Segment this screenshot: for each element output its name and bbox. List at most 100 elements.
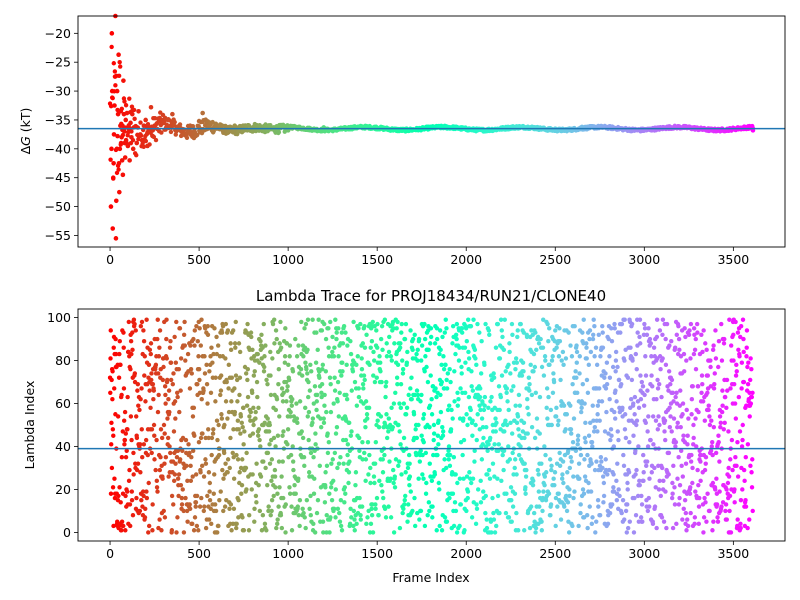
lambda-point — [256, 433, 261, 438]
lambda-point — [154, 478, 160, 484]
lambda-point — [607, 375, 613, 380]
lambda-point — [388, 476, 393, 481]
lambda-point — [325, 431, 330, 436]
lambda-point — [499, 373, 505, 378]
lambda-point — [666, 369, 672, 374]
lambda-point — [459, 364, 464, 370]
lambda-point — [584, 356, 589, 361]
lambda-point — [283, 326, 288, 331]
lambda-point — [644, 332, 650, 337]
lambda-point — [588, 420, 593, 426]
lambda-point — [644, 463, 649, 469]
lambda-point — [304, 366, 309, 372]
lambda-x-tick-label: 500 — [187, 546, 211, 561]
lambda-point — [271, 435, 277, 441]
lambda-point — [687, 491, 693, 496]
lambda-point — [503, 418, 508, 423]
lambda-point — [285, 384, 290, 389]
lambda-point — [663, 489, 668, 494]
lambda-point — [213, 508, 219, 514]
lambda-point — [575, 433, 581, 438]
lambda-point — [555, 504, 560, 509]
lambda-point — [291, 467, 296, 473]
lambda-point — [642, 392, 647, 398]
delta-g-point — [150, 133, 156, 139]
lambda-point — [458, 502, 463, 507]
lambda-point — [530, 482, 536, 488]
lambda-point — [225, 457, 231, 462]
lambda-point — [617, 493, 622, 499]
lambda-point — [288, 452, 294, 458]
lambda-point — [715, 519, 721, 524]
lambda-point — [122, 437, 128, 443]
lambda-point — [531, 510, 537, 516]
lambda-point — [613, 416, 618, 421]
lambda-point — [537, 394, 543, 400]
lambda-point — [292, 482, 297, 488]
delta-g-point — [138, 132, 143, 137]
lambda-point — [403, 470, 408, 475]
lambda-point — [418, 399, 423, 404]
lambda-point — [253, 409, 258, 415]
lambda-point — [210, 431, 216, 436]
lambda-point — [595, 497, 601, 503]
lambda-point — [369, 506, 374, 511]
lambda-point — [201, 508, 207, 514]
lambda-point — [187, 450, 192, 456]
lambda-point — [215, 343, 221, 348]
lambda-point — [377, 478, 382, 484]
lambda-point — [145, 452, 150, 458]
lambda-point — [582, 474, 588, 479]
lambda-point — [663, 336, 668, 342]
lambda-point — [261, 321, 266, 327]
lambda-point — [508, 485, 514, 490]
lambda-point — [660, 356, 665, 361]
lambda-point — [551, 371, 556, 376]
lambda-point — [575, 390, 580, 395]
delta-g-y-tick-label: −25 — [45, 55, 71, 70]
lambda-point — [283, 530, 288, 535]
lambda-point — [112, 476, 117, 481]
lambda-point — [748, 463, 753, 469]
lambda-point — [410, 347, 415, 353]
lambda-point — [727, 493, 733, 499]
delta-g-point — [200, 110, 205, 116]
lambda-point — [663, 362, 669, 368]
lambda-point — [559, 358, 564, 363]
lambda-point — [492, 442, 497, 447]
lambda-point — [295, 504, 301, 509]
lambda-point — [534, 416, 540, 421]
lambda-point — [347, 459, 352, 464]
lambda-point — [368, 521, 374, 527]
lambda-point — [205, 401, 210, 406]
lambda-point — [338, 497, 344, 503]
lambda-point — [174, 390, 180, 395]
lambda-point — [208, 506, 213, 511]
lambda-point — [613, 388, 618, 393]
lambda-point — [220, 467, 225, 473]
lambda-point — [397, 345, 403, 350]
lambda-point — [436, 442, 441, 447]
lambda-point — [274, 525, 279, 531]
lambda-point — [491, 517, 497, 522]
lambda-point — [168, 360, 174, 365]
lambda-point — [700, 381, 705, 387]
lambda-point — [378, 360, 383, 365]
lambda-point — [373, 439, 379, 445]
lambda-point — [622, 317, 627, 322]
lambda-point — [698, 452, 704, 458]
lambda-point — [190, 414, 196, 419]
lambda-point — [502, 429, 507, 434]
lambda-point — [527, 388, 532, 393]
lambda-point — [336, 354, 341, 359]
lambda-point — [545, 416, 550, 421]
lambda-point — [741, 379, 747, 385]
lambda-point — [392, 485, 398, 490]
lambda-point — [676, 502, 682, 507]
lambda-point — [478, 407, 483, 413]
lambda-point — [495, 493, 501, 499]
lambda-point — [400, 358, 405, 363]
lambda-point — [344, 397, 350, 402]
lambda-point — [591, 429, 597, 434]
lambda-point — [567, 493, 572, 499]
